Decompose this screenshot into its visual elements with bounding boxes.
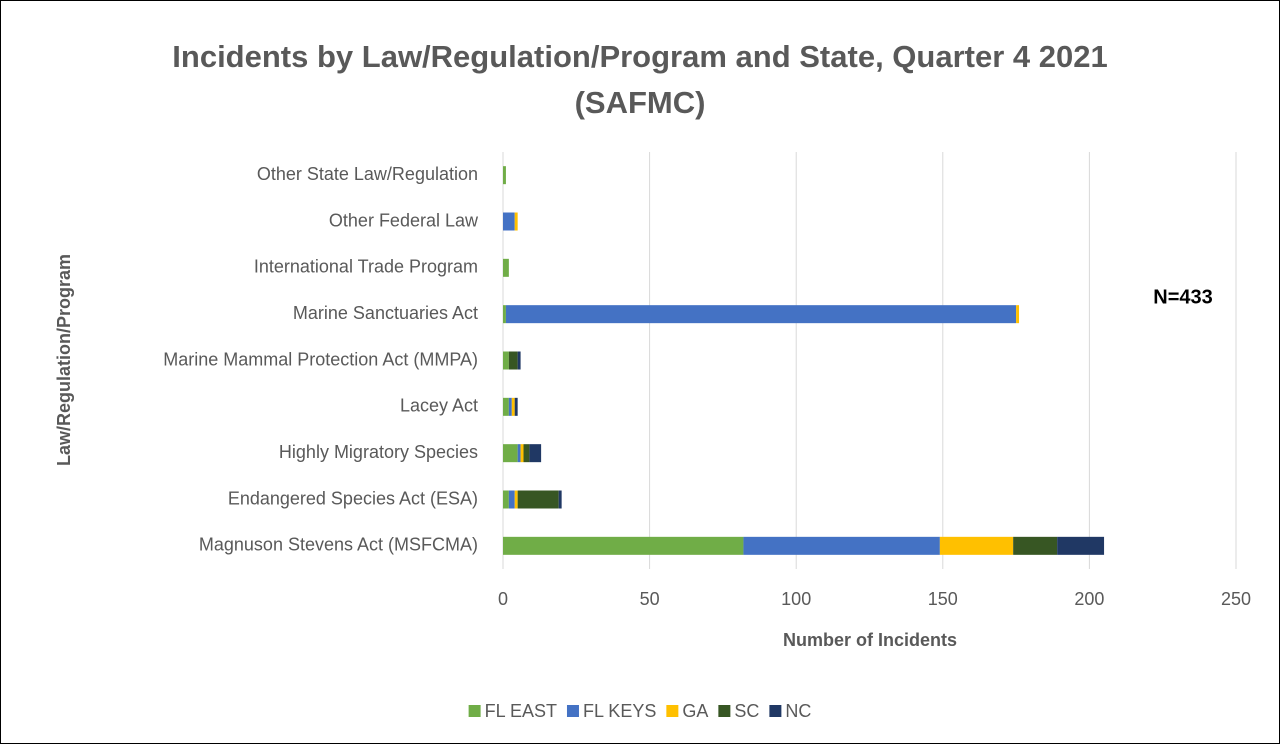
bar-segment	[503, 536, 744, 555]
bar-segment	[508, 397, 512, 416]
y-tick-label: Lacey Act	[400, 396, 478, 416]
y-tick-label: Endangered Species Act (ESA)	[228, 488, 478, 508]
bar-segment	[505, 305, 1017, 324]
x-tick-label: 0	[498, 589, 508, 609]
legend-swatch	[566, 705, 579, 717]
bar-segment	[558, 490, 562, 509]
bar-segment	[517, 490, 559, 509]
bar-segment	[743, 536, 940, 555]
legend-label: NC	[785, 701, 811, 721]
y-tick-label: Magnuson Stevens Act (MSFCMA)	[199, 535, 478, 555]
legend-label: FL EAST	[485, 701, 557, 721]
bar-segment	[503, 258, 509, 277]
bar-segment	[520, 444, 524, 463]
legend-label: FL KEYS	[583, 701, 656, 721]
x-tick-label: 150	[928, 589, 958, 609]
bar-segment	[514, 490, 518, 509]
bar-segment	[511, 397, 515, 416]
legend-swatch	[666, 705, 679, 717]
bar-segment	[1013, 536, 1058, 555]
legend-label: GA	[682, 701, 708, 721]
chart-title: Incidents by Law/Regulation/Program and …	[172, 39, 1108, 120]
annotation: N=433	[1153, 286, 1213, 308]
bar-segment	[503, 305, 506, 324]
bar-segment	[939, 536, 1014, 555]
bar-segment	[517, 351, 521, 370]
y-tick-label: Highly Migratory Species	[279, 442, 478, 462]
y-tick-label: Other Federal Law	[329, 210, 479, 230]
bar-segment	[503, 351, 509, 370]
bar-segment	[503, 166, 506, 185]
y-tick-label: Marine Mammal Protection Act (MMPA)	[163, 349, 478, 369]
bar-segment	[517, 444, 521, 463]
bar-segment	[508, 490, 515, 509]
bar-segment	[529, 444, 542, 463]
x-tick-label: 200	[1074, 589, 1104, 609]
x-axis-title: Number of Incidents	[783, 630, 957, 650]
y-tick-label: International Trade Program	[254, 257, 478, 277]
bar-segment	[508, 351, 518, 370]
y-axis-title: Law/Regulation/Program	[54, 254, 74, 466]
bar-segment	[503, 397, 509, 416]
legend-swatch	[468, 705, 481, 717]
y-tick-label: Marine Sanctuaries Act	[293, 303, 478, 323]
x-tick-label: 50	[640, 589, 660, 609]
legend-label: SC	[734, 701, 759, 721]
bar-segment	[514, 397, 518, 416]
legend-swatch	[718, 705, 731, 717]
x-tick-label: 250	[1221, 589, 1251, 609]
bar-segment	[1057, 536, 1105, 555]
x-tick-label: 100	[781, 589, 811, 609]
bar-segment	[1016, 305, 1020, 324]
bar-segment	[503, 212, 515, 231]
legend-swatch	[769, 705, 782, 717]
bar-segment	[523, 444, 530, 463]
bar-segment	[503, 490, 509, 509]
bar-segment	[514, 212, 518, 231]
bar-segment	[503, 444, 518, 463]
y-tick-label: Other State Law/Regulation	[257, 164, 478, 184]
